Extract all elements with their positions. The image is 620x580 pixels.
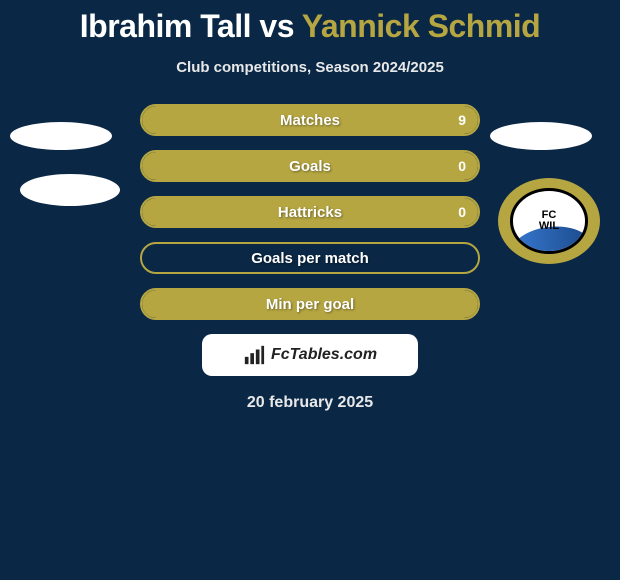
player2-club-badge: FCWIL: [498, 178, 600, 264]
player1-club-badge: [20, 174, 120, 206]
stat-row: Matches9: [140, 104, 480, 136]
stats-chart: Matches9Goals0Hattricks0Goals per matchM…: [140, 104, 480, 320]
club-label: FCWIL: [539, 210, 559, 232]
stat-label: Goals: [142, 152, 478, 180]
stat-label: Goals per match: [142, 244, 478, 272]
stat-row: Goals0: [140, 150, 480, 182]
stat-value-right: 0: [458, 198, 466, 226]
comparison-title: Ibrahim Tall vs Yannick Schmid: [0, 0, 620, 45]
stat-row: Min per goal: [140, 288, 480, 320]
attribution-card: FcTables.com: [202, 334, 418, 376]
stat-label: Min per goal: [142, 290, 478, 318]
club-logo-inner: FCWIL: [510, 188, 588, 253]
vs-text: vs: [259, 8, 294, 44]
stat-row: Hattricks0: [140, 196, 480, 228]
player2-avatar: [490, 122, 592, 150]
player2-name: Yannick Schmid: [302, 8, 540, 44]
attribution-text: FcTables.com: [271, 346, 377, 364]
stat-label: Matches: [142, 106, 478, 134]
stat-row: Goals per match: [140, 242, 480, 274]
bar-chart-icon: [243, 344, 265, 366]
stat-value-right: 0: [458, 152, 466, 180]
player1-avatar: [10, 122, 112, 150]
subtitle: Club competitions, Season 2024/2025: [0, 59, 620, 76]
date-text: 20 february 2025: [0, 394, 620, 412]
player1-name: Ibrahim Tall: [80, 8, 251, 44]
stat-value-right: 9: [458, 106, 466, 134]
stat-label: Hattricks: [142, 198, 478, 226]
